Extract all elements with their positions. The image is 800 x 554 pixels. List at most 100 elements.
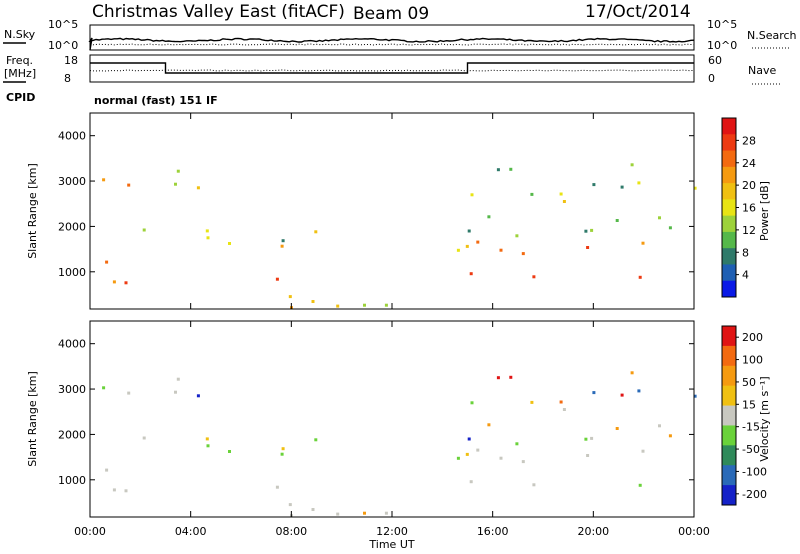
colorbar-tick: 28 — [742, 134, 756, 147]
station-title: Christmas Valley East (fitACF) — [92, 2, 345, 22]
nsky-series — [88, 37, 695, 51]
velocity-cell — [620, 393, 624, 397]
velocity-cell — [499, 456, 503, 460]
colorbar-swatch — [722, 231, 736, 249]
colorbar-tick: 200 — [742, 331, 763, 344]
power-cell — [668, 226, 672, 230]
power-cell — [228, 242, 231, 245]
power-cell — [469, 272, 473, 276]
power-cell — [476, 240, 480, 244]
power-cell — [205, 229, 209, 233]
power-cell — [530, 192, 534, 196]
freq-label: Freq. — [6, 54, 33, 67]
power-cell — [176, 169, 180, 173]
power-cell — [509, 167, 513, 171]
y-tick-label: 2000 — [58, 428, 86, 441]
beam-label: Beam 09 — [353, 4, 429, 24]
colorbar-tick: -100 — [742, 465, 767, 478]
velocity-cell — [112, 488, 116, 492]
colorbar-swatch — [722, 405, 736, 426]
velocity-panel: 1000 2000 3000 4000 Slant Range [km] — [26, 320, 697, 518]
colorbar-swatch — [722, 264, 736, 282]
x-tick-label: 16:00 — [477, 525, 509, 538]
colorbar-tick: 100 — [742, 354, 763, 367]
y-tick-label: 1000 — [58, 266, 86, 279]
velocity-cell — [174, 390, 177, 394]
x-tick-label: 00:00 — [74, 525, 106, 538]
colorbar-tick: 24 — [742, 157, 756, 170]
power-cell — [562, 200, 566, 203]
velocity-cbar-label: Velocity [m s⁻¹] — [758, 376, 771, 461]
velocity-cell — [336, 512, 340, 516]
velocity-cell — [630, 371, 634, 375]
power-cell — [693, 186, 697, 190]
power-cell — [515, 234, 519, 238]
power-cell — [288, 295, 292, 299]
velocity-cell — [363, 511, 366, 515]
colorbar-swatch — [722, 485, 736, 506]
velocity-cell — [693, 394, 697, 398]
velocity-cell — [530, 400, 534, 404]
velocity-cell — [384, 511, 388, 515]
power-cell — [127, 183, 131, 187]
nsearch-series — [89, 43, 695, 46]
power-cell — [615, 219, 619, 222]
colorbar-swatch — [722, 280, 736, 298]
velocity-cell — [521, 460, 525, 464]
colorbar-swatch — [722, 465, 736, 486]
power-cell — [590, 228, 594, 232]
power-cell — [521, 252, 525, 256]
power-cell — [206, 236, 210, 240]
velocity-cell — [592, 391, 596, 395]
colorbar-swatch — [722, 365, 736, 387]
velocity-cell — [142, 436, 146, 440]
velocity-cell — [467, 437, 471, 441]
power-cell — [142, 228, 146, 232]
velocity-cell — [314, 438, 318, 442]
power-cell — [196, 186, 200, 190]
velocity-cell — [487, 423, 491, 427]
power-cbar-label: Power [dB] — [758, 181, 771, 241]
velocity-cell — [496, 376, 500, 380]
nave-tick-low: 0 — [708, 72, 715, 85]
colorbar-swatch — [722, 118, 736, 135]
power-cell — [638, 275, 642, 279]
x-tick-label: 04:00 — [175, 525, 207, 538]
velocity-cell — [288, 503, 292, 507]
power-cell — [384, 303, 388, 307]
power-cell — [311, 300, 315, 303]
colorbar-tick: 20 — [742, 179, 756, 192]
colorbar-tick: 12 — [742, 224, 756, 237]
velocity-cell — [102, 386, 106, 390]
velocity-cell — [509, 375, 513, 379]
y-tick-label: 4000 — [58, 338, 86, 351]
velocity-cell — [465, 452, 469, 456]
power-colorbar: 4 8 12 16 20 24 28 — [721, 117, 756, 298]
freq-tick-high: 18 — [64, 54, 78, 67]
velocity-cell — [228, 450, 231, 453]
y-tick-label: 3000 — [58, 175, 86, 188]
velocity-cell — [470, 401, 474, 405]
power-cell — [586, 246, 590, 249]
colorbar-tick: 15 — [742, 398, 756, 411]
velocity-cell — [638, 483, 642, 487]
colorbar-tick: -50 — [742, 443, 760, 456]
freq-series — [90, 62, 694, 74]
velocity-cell — [476, 448, 480, 452]
power-cell — [174, 182, 177, 186]
colorbar-swatch — [722, 199, 736, 217]
freq-panel: Freq. [MHz] 18 8 60 0 Nave — [3, 54, 780, 85]
velocity-cell — [105, 468, 109, 472]
y-tick-label: 3000 — [58, 383, 86, 396]
power-cell — [336, 304, 340, 308]
colorbar-tick: -200 — [742, 488, 767, 501]
velocity-cell — [280, 452, 284, 456]
velocity-cell — [127, 391, 131, 395]
velocity-cell — [590, 436, 594, 440]
velocity-colorbar: 200 100 50 15 -15 -50 -100 -200 — [721, 325, 767, 506]
nave-series — [89, 69, 695, 72]
velocity-cell — [456, 456, 460, 460]
power-cell — [112, 280, 116, 284]
power-cell — [281, 239, 285, 243]
power-cell — [314, 230, 318, 234]
